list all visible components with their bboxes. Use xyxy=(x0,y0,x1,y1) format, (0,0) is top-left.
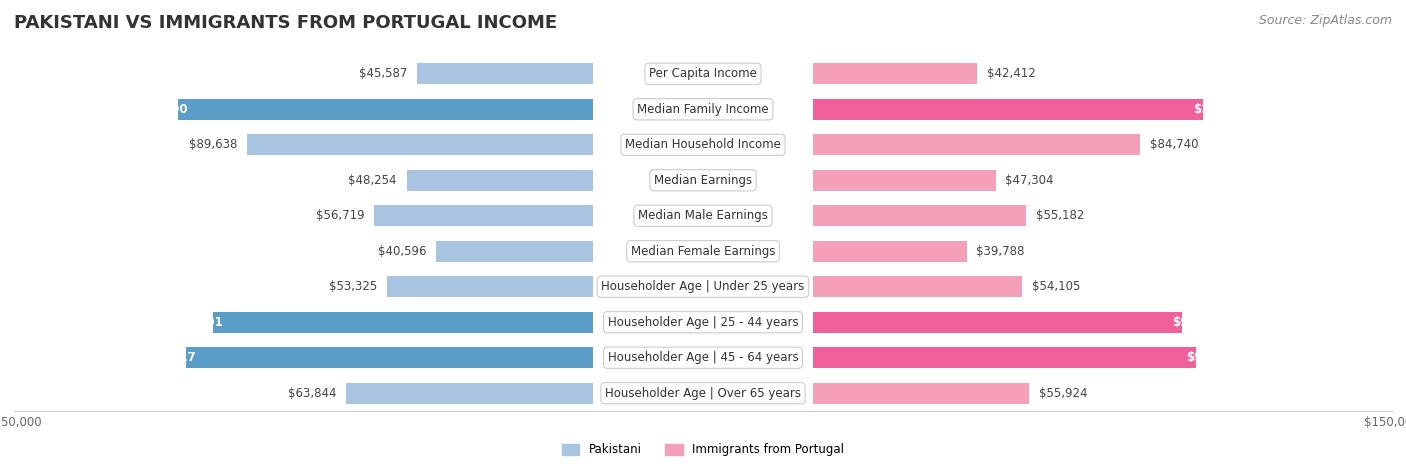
Bar xyxy=(214,311,593,333)
Text: $40,596: $40,596 xyxy=(378,245,426,258)
Bar xyxy=(813,382,1029,404)
Bar xyxy=(813,241,967,262)
Bar xyxy=(0,127,593,163)
Text: $53,325: $53,325 xyxy=(329,280,377,293)
Bar xyxy=(0,304,813,340)
Bar xyxy=(813,311,1181,333)
Bar xyxy=(813,170,995,191)
Bar xyxy=(813,63,977,85)
Text: $55,924: $55,924 xyxy=(1039,387,1087,400)
Text: Per Capita Income: Per Capita Income xyxy=(650,67,756,80)
Bar xyxy=(187,347,593,368)
Text: Median Male Earnings: Median Male Earnings xyxy=(638,209,768,222)
Text: Median Family Income: Median Family Income xyxy=(637,103,769,116)
Bar xyxy=(813,99,1204,120)
Bar xyxy=(593,127,1406,163)
Text: Median Earnings: Median Earnings xyxy=(654,174,752,187)
Bar xyxy=(593,56,1406,92)
Text: $107,390: $107,390 xyxy=(127,103,188,116)
Bar xyxy=(593,163,1406,198)
Text: $98,401: $98,401 xyxy=(169,316,222,329)
Text: $47,304: $47,304 xyxy=(1005,174,1054,187)
Bar xyxy=(0,56,813,92)
Bar xyxy=(0,198,593,234)
Bar xyxy=(0,340,593,375)
Bar xyxy=(0,56,593,92)
Bar xyxy=(593,92,1406,127)
Text: Median Female Earnings: Median Female Earnings xyxy=(631,245,775,258)
Bar xyxy=(0,375,813,411)
Text: $55,182: $55,182 xyxy=(1036,209,1084,222)
Text: PAKISTANI VS IMMIGRANTS FROM PORTUGAL INCOME: PAKISTANI VS IMMIGRANTS FROM PORTUGAL IN… xyxy=(14,14,557,32)
Text: $99,203: $99,203 xyxy=(1187,351,1240,364)
Text: Source: ZipAtlas.com: Source: ZipAtlas.com xyxy=(1258,14,1392,27)
Bar xyxy=(593,340,1406,375)
Text: Median Household Income: Median Household Income xyxy=(626,138,780,151)
Bar xyxy=(593,198,1406,234)
Text: $89,638: $89,638 xyxy=(188,138,238,151)
Bar xyxy=(374,205,593,226)
Text: $42,412: $42,412 xyxy=(987,67,1035,80)
Bar xyxy=(0,163,593,198)
Bar xyxy=(418,63,593,85)
Bar xyxy=(0,127,813,163)
Bar xyxy=(0,163,813,198)
Text: $56,719: $56,719 xyxy=(316,209,364,222)
Bar xyxy=(387,276,593,297)
Bar xyxy=(0,375,593,411)
Bar xyxy=(813,205,1026,226)
Text: Householder Age | Over 65 years: Householder Age | Over 65 years xyxy=(605,387,801,400)
Bar xyxy=(346,382,593,404)
Bar xyxy=(593,375,1406,411)
Bar xyxy=(0,304,593,340)
Bar xyxy=(593,234,1406,269)
Bar xyxy=(813,347,1197,368)
Text: $105,317: $105,317 xyxy=(135,351,195,364)
Text: Householder Age | 45 - 64 years: Householder Age | 45 - 64 years xyxy=(607,351,799,364)
Bar xyxy=(0,92,813,127)
Text: $54,105: $54,105 xyxy=(1032,280,1080,293)
Bar xyxy=(813,276,1022,297)
Text: $63,844: $63,844 xyxy=(288,387,337,400)
Text: $84,740: $84,740 xyxy=(1150,138,1198,151)
Bar xyxy=(0,269,593,304)
Text: Householder Age | Under 25 years: Householder Age | Under 25 years xyxy=(602,280,804,293)
Bar xyxy=(593,304,1406,340)
Text: $39,788: $39,788 xyxy=(976,245,1025,258)
Bar xyxy=(0,198,813,234)
Text: $45,587: $45,587 xyxy=(359,67,408,80)
Text: $100,984: $100,984 xyxy=(1194,103,1256,116)
Bar xyxy=(0,234,813,269)
Bar xyxy=(0,340,813,375)
Bar xyxy=(406,170,593,191)
Legend: Pakistani, Immigrants from Portugal: Pakistani, Immigrants from Portugal xyxy=(557,439,849,461)
Bar xyxy=(179,99,593,120)
Bar xyxy=(436,241,593,262)
Text: $95,512: $95,512 xyxy=(1173,316,1226,329)
Bar xyxy=(0,234,593,269)
Text: $48,254: $48,254 xyxy=(349,174,396,187)
Bar xyxy=(813,134,1140,156)
Bar xyxy=(593,269,1406,304)
Text: Householder Age | 25 - 44 years: Householder Age | 25 - 44 years xyxy=(607,316,799,329)
Bar xyxy=(0,92,593,127)
Bar xyxy=(247,134,593,156)
Bar xyxy=(0,269,813,304)
